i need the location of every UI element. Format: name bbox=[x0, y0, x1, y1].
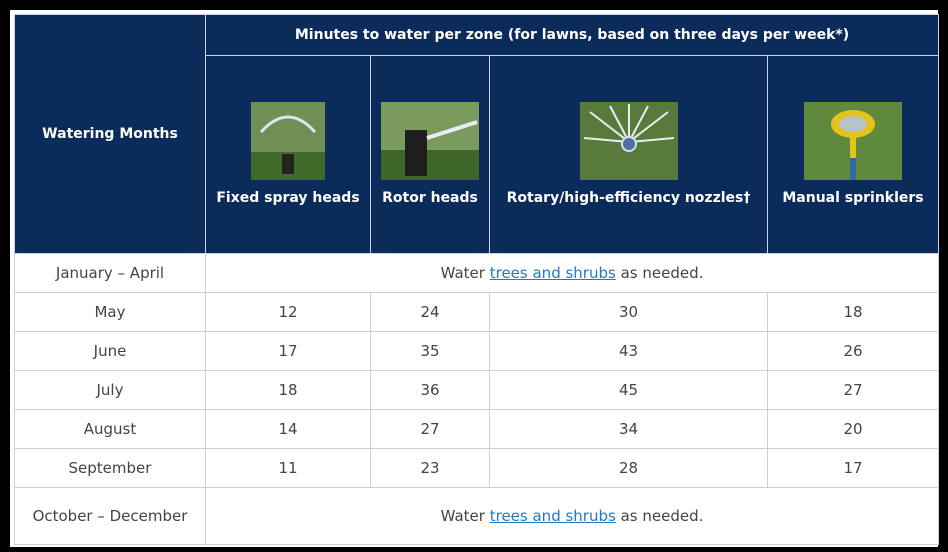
sprinkler-photo bbox=[251, 102, 325, 180]
column-header: Rotary/high-efficiency nozzles† bbox=[490, 56, 768, 254]
minutes-cell: 35 bbox=[371, 332, 490, 371]
sprinkler-photo bbox=[804, 102, 902, 180]
minutes-cell: 23 bbox=[371, 449, 490, 488]
minutes-cell: 14 bbox=[206, 410, 371, 449]
minutes-cell: 11 bbox=[206, 449, 371, 488]
table-frame: Watering Months Minutes to water per zon… bbox=[10, 10, 938, 547]
sprinkler-photo bbox=[381, 102, 479, 180]
note-cell: Water trees and shrubs as needed. bbox=[206, 488, 939, 545]
note-text: Water bbox=[441, 264, 485, 282]
minutes-cell: 45 bbox=[490, 371, 768, 410]
month-cell: May bbox=[15, 293, 206, 332]
column-label: Rotary/high-efficiency nozzles† bbox=[507, 190, 751, 206]
minutes-cell: 20 bbox=[768, 410, 939, 449]
minutes-cell: 28 bbox=[490, 449, 768, 488]
column-header: Rotor heads bbox=[371, 56, 490, 254]
column-label: Rotor heads bbox=[382, 190, 478, 206]
month-cell: October – December bbox=[15, 488, 206, 545]
month-cell: July bbox=[15, 371, 206, 410]
month-cell: September bbox=[15, 449, 206, 488]
minutes-cell: 30 bbox=[490, 293, 768, 332]
minutes-cell: 36 bbox=[371, 371, 490, 410]
row-header: Watering Months bbox=[15, 15, 206, 254]
column-header: Fixed spray heads bbox=[206, 56, 371, 254]
minutes-cell: 17 bbox=[206, 332, 371, 371]
sprinkler-photo bbox=[580, 102, 678, 180]
group-title: Minutes to water per zone (for lawns, ba… bbox=[206, 15, 939, 56]
note-cell: Water trees and shrubs as needed. bbox=[206, 254, 939, 293]
note-text: as needed. bbox=[621, 264, 704, 282]
column-label: Manual sprinklers bbox=[782, 190, 923, 206]
note-text: Water bbox=[441, 507, 485, 525]
page: Watering Months Minutes to water per zon… bbox=[0, 0, 948, 552]
minutes-cell: 12 bbox=[206, 293, 371, 332]
column-label: Fixed spray heads bbox=[216, 190, 359, 206]
minutes-cell: 18 bbox=[768, 293, 939, 332]
link[interactable]: trees and shrubs bbox=[490, 507, 616, 525]
column-header: Manual sprinklers bbox=[768, 56, 939, 254]
month-cell: January – April bbox=[15, 254, 206, 293]
link[interactable]: trees and shrubs bbox=[490, 264, 616, 282]
minutes-cell: 43 bbox=[490, 332, 768, 371]
minutes-cell: 27 bbox=[768, 371, 939, 410]
minutes-cell: 26 bbox=[768, 332, 939, 371]
minutes-cell: 34 bbox=[490, 410, 768, 449]
note-text: as needed. bbox=[621, 507, 704, 525]
month-cell: June bbox=[15, 332, 206, 371]
minutes-cell: 27 bbox=[371, 410, 490, 449]
month-cell: August bbox=[15, 410, 206, 449]
watering-table: Watering Months Minutes to water per zon… bbox=[14, 14, 939, 545]
minutes-cell: 17 bbox=[768, 449, 939, 488]
minutes-cell: 24 bbox=[371, 293, 490, 332]
minutes-cell: 18 bbox=[206, 371, 371, 410]
